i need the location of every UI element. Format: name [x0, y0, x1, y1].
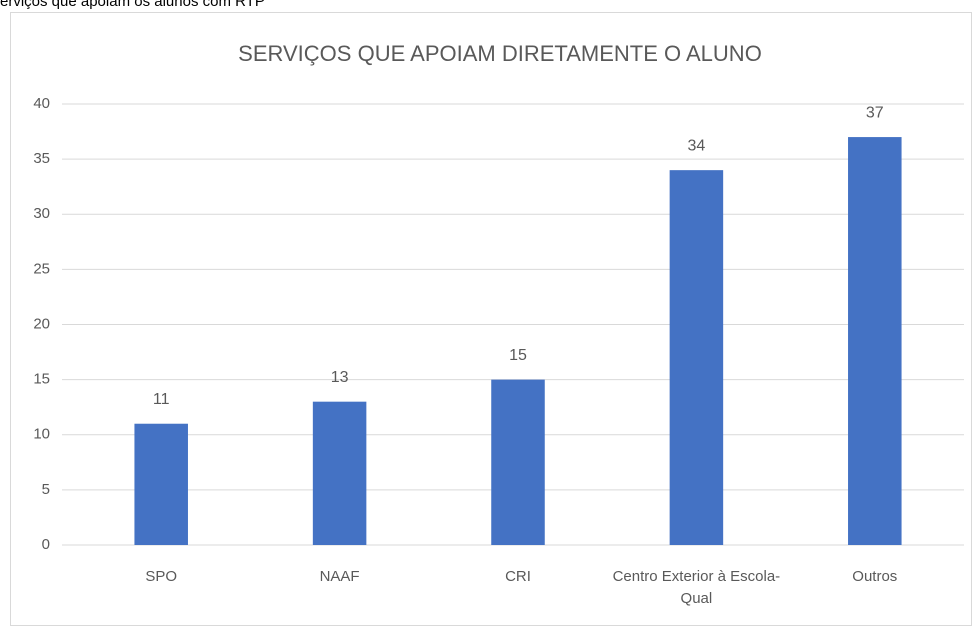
x-tick-label: Centro Exterior à Escola-Qual — [612, 568, 781, 607]
data-label: 37 — [866, 104, 884, 121]
bar — [848, 137, 902, 545]
bar — [491, 379, 545, 545]
y-tick-label: 40 — [33, 95, 50, 112]
chart-title: SERVIÇOS QUE APOIAM DIRETAMENTE O ALUNO — [238, 41, 762, 66]
bar — [669, 170, 724, 545]
bar — [312, 401, 367, 545]
y-tick-label: 15 — [33, 371, 50, 388]
x-tick-label: NAAF — [319, 568, 360, 585]
y-tick-label: 35 — [33, 150, 50, 167]
data-label: 15 — [509, 347, 527, 364]
data-label: 11 — [153, 391, 170, 408]
x-tick-label: CRI — [505, 568, 531, 585]
x-tick-label: SPO — [145, 568, 178, 585]
data-label: 34 — [688, 137, 706, 154]
data-label: 13 — [331, 369, 349, 386]
x-tick-label: Outros — [852, 568, 898, 585]
y-tick-label: 30 — [33, 205, 50, 222]
y-tick-label: 20 — [33, 315, 50, 332]
y-tick-label: 10 — [33, 426, 50, 443]
bar — [134, 423, 188, 545]
y-tick-label: 5 — [42, 481, 50, 498]
y-tick-label: 0 — [42, 536, 50, 553]
caption: erviços que apoiam os alunos com RTP — [0, 0, 265, 10]
y-tick-label: 25 — [33, 260, 50, 277]
